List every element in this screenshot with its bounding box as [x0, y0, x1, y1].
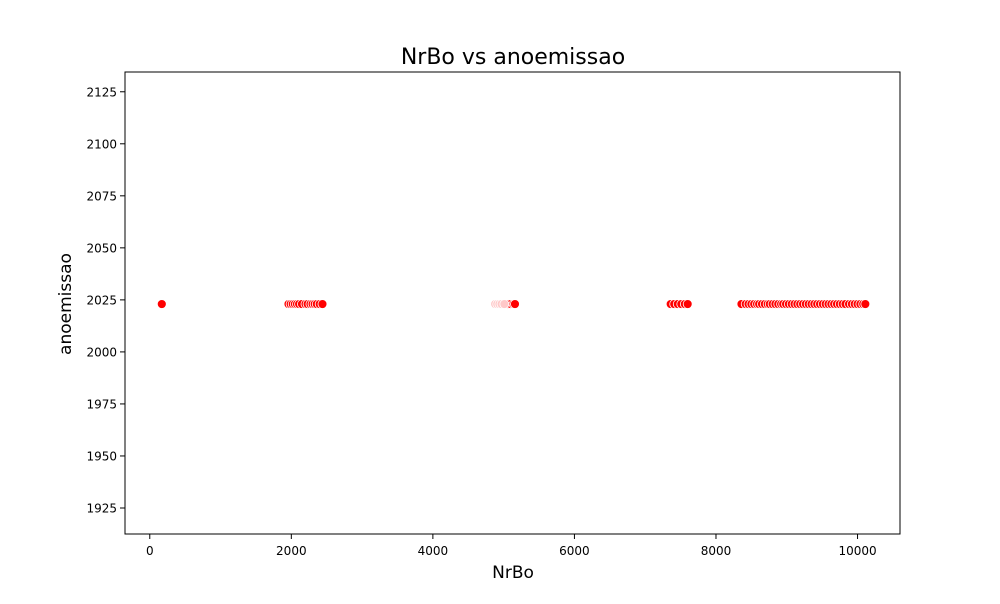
scatter-point [860, 299, 871, 309]
x-tick-label: 0 [146, 544, 154, 558]
y-tick-label: 2075 [86, 189, 117, 203]
y-axis-label: anoemissao [56, 253, 76, 355]
y-axis-ticks: 1925 1950 1975 2000 2025 2050 2075 2100 2125 [86, 85, 125, 515]
x-tick-label: 10000 [838, 544, 876, 558]
x-tick-label: 6000 [559, 544, 590, 558]
y-tick-label: 1950 [86, 449, 117, 463]
data-points [156, 299, 871, 309]
x-axis-label: NrBo [492, 563, 534, 583]
x-tick-label: 8000 [701, 544, 732, 558]
y-tick-label: 2050 [86, 241, 117, 255]
y-tick-label: 1975 [86, 397, 117, 411]
scatter-point [682, 299, 693, 309]
scatter-point [499, 299, 510, 309]
x-tick-label: 2000 [276, 544, 307, 558]
y-tick-label: 2100 [86, 137, 117, 151]
scatter-point [510, 299, 520, 309]
scatter-point [156, 299, 167, 309]
plot-area-frame [124, 71, 901, 535]
x-axis-ticks: 0 2000 4000 6000 8000 10000 [146, 534, 877, 558]
y-tick-label: 2125 [86, 85, 117, 99]
y-tick-label: 1925 [86, 501, 117, 515]
y-tick-label: 2000 [86, 345, 117, 359]
chart-title: NrBo vs anoemissao [401, 45, 625, 70]
y-tick-label: 2025 [86, 293, 117, 307]
scatter-point [317, 299, 328, 309]
x-tick-label: 4000 [418, 544, 449, 558]
